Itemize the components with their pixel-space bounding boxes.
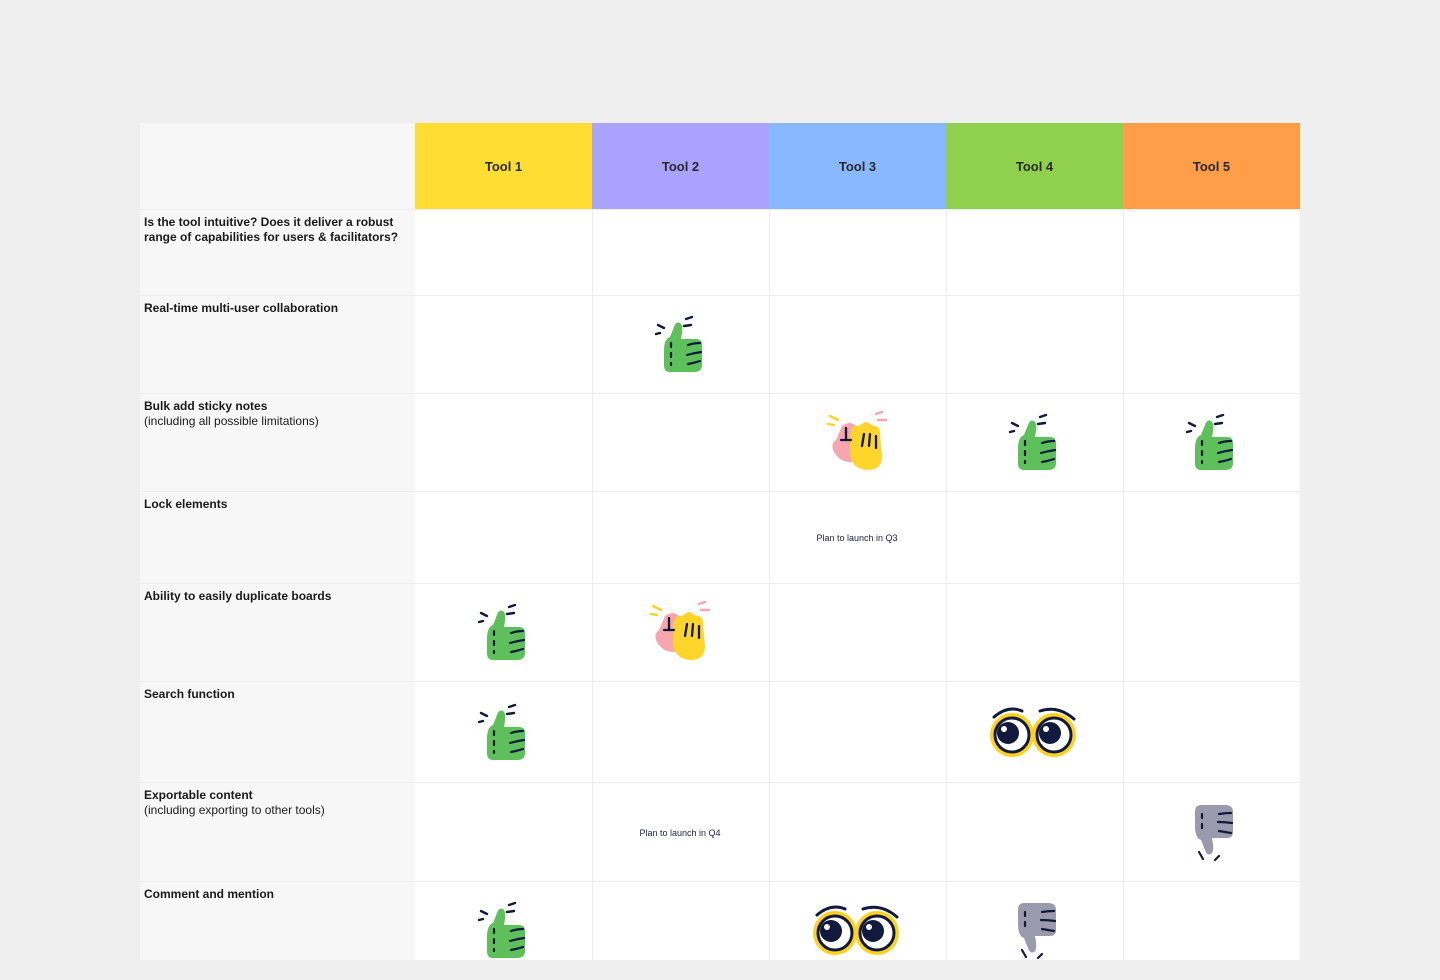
tool-header-label: Tool 2	[661, 158, 700, 174]
criteria-title: Real-time multi-user collaboration	[144, 301, 339, 315]
tool-header-label: Tool 4	[1015, 158, 1054, 174]
criteria-title: Search function	[144, 687, 235, 701]
cell-note: Plan to launch in Q3	[816, 533, 898, 543]
criteria-row: Is the tool intuitive? Does it deliver a…	[140, 209, 1300, 296]
grid-cell[interactable]	[1123, 783, 1299, 882]
criteria-row: Real-time multi-user collaboration	[140, 295, 1300, 394]
criteria-row: Bulk add sticky notes (including all poss…	[140, 393, 1300, 492]
grid-cell[interactable]	[946, 210, 1122, 296]
grid-cell[interactable]	[1123, 584, 1299, 682]
grid-cell[interactable]	[1123, 394, 1299, 492]
criteria-label: Ability to easily duplicate boards	[144, 589, 406, 604]
grid-cell[interactable]	[946, 296, 1122, 394]
grid-cell[interactable]	[592, 492, 768, 584]
column-divider	[769, 209, 770, 960]
criteria-subtitle: (including exporting to other tools)	[144, 803, 325, 817]
grid-cell[interactable]	[1123, 210, 1299, 296]
criteria-row: Exportable content (including exporting t…	[140, 782, 1300, 882]
tool-header-2[interactable]: Tool 2	[592, 123, 769, 209]
grid-cell[interactable]	[415, 296, 591, 394]
grid-cell[interactable]: Plan to launch in Q3	[769, 492, 945, 584]
thumbs-up-icon[interactable]	[1008, 413, 1060, 473]
thumbs-up-icon[interactable]	[477, 703, 529, 763]
tool-header-label: Tool 5	[1192, 158, 1231, 174]
criteria-row: Lock elements Plan to launch in Q3	[140, 491, 1300, 584]
grid-cell[interactable]	[946, 682, 1122, 783]
eyes-icon[interactable]	[988, 705, 1080, 761]
criteria-title: Lock elements	[144, 497, 228, 511]
thumbs-up-icon[interactable]	[477, 901, 529, 961]
grid-cell[interactable]	[1123, 682, 1299, 783]
criteria-label: Is the tool intuitive? Does it deliver a…	[144, 215, 406, 245]
column-divider	[592, 209, 593, 960]
criteria-title: Ability to easily duplicate boards	[144, 589, 332, 603]
grid-cell[interactable]	[415, 584, 591, 682]
grid-cell[interactable]	[946, 584, 1122, 682]
grid-cell[interactable]	[415, 783, 591, 882]
thumbs-up-icon[interactable]	[1185, 413, 1237, 473]
grid-cell[interactable]	[415, 882, 591, 980]
grid-cell[interactable]	[592, 394, 768, 492]
grid-cell[interactable]	[592, 296, 768, 394]
criteria-subtitle: (including all possible limitations)	[144, 414, 319, 428]
criteria-label: Exportable content (including exporting t…	[144, 788, 406, 818]
eyes-icon[interactable]	[811, 903, 903, 959]
criteria-title: Bulk add sticky notes	[144, 399, 268, 413]
tool-header-5[interactable]: Tool 5	[1123, 123, 1300, 209]
column-divider	[1123, 209, 1124, 960]
criteria-row: Comment and mention	[140, 881, 1300, 961]
cell-note: Plan to launch in Q4	[639, 827, 721, 838]
grid-cell[interactable]	[592, 682, 768, 783]
tool-header-1[interactable]: Tool 1	[415, 123, 592, 209]
grid-cell[interactable]	[1123, 296, 1299, 394]
grid-cell[interactable]	[1123, 492, 1299, 584]
grid-cell[interactable]	[946, 492, 1122, 584]
tool-header-label: Tool 1	[484, 158, 523, 174]
tool-header-label: Tool 3	[838, 158, 877, 174]
comparison-board: Tool 1 Tool 2 Tool 3 Tool 4 Tool 5 Is the to…	[140, 123, 1300, 960]
grid-cell[interactable]	[769, 882, 945, 980]
criteria-column	[140, 123, 415, 960]
high-five-icon[interactable]	[824, 410, 890, 476]
criteria-label: Real-time multi-user collaboration	[144, 301, 406, 316]
grid-cell[interactable]	[946, 783, 1122, 882]
grid-cell[interactable]	[592, 584, 768, 682]
grid-cell[interactable]	[769, 296, 945, 394]
thumbs-down-icon[interactable]	[1185, 802, 1237, 864]
criteria-title: Exportable content	[144, 788, 253, 802]
criteria-label: Bulk add sticky notes (including all poss…	[144, 399, 406, 429]
grid-cell[interactable]: Plan to launch in Q4	[592, 783, 768, 882]
grid-cell[interactable]	[946, 882, 1122, 980]
tool-header-4[interactable]: Tool 4	[946, 123, 1123, 209]
criteria-label: Search function	[144, 687, 406, 702]
grid-cell[interactable]	[946, 394, 1122, 492]
grid-cell[interactable]	[769, 682, 945, 783]
grid-cell[interactable]	[415, 210, 591, 296]
criteria-label: Lock elements	[144, 497, 406, 512]
criteria-title: Comment and mention	[144, 887, 275, 901]
grid-cell[interactable]	[592, 210, 768, 296]
grid-cell[interactable]	[769, 783, 945, 882]
grid-cell[interactable]	[592, 882, 768, 980]
grid-cell[interactable]	[415, 394, 591, 492]
criteria-title: Is the tool intuitive? Does it deliver a…	[144, 215, 399, 244]
grid-cell[interactable]	[415, 682, 591, 783]
criteria-row: Search function	[140, 681, 1300, 783]
thumbs-up-icon[interactable]	[477, 603, 529, 663]
thumbs-down-icon[interactable]	[1008, 900, 1060, 962]
high-five-icon[interactable]	[647, 600, 713, 666]
criteria-label: Comment and mention	[144, 887, 406, 902]
thumbs-up-icon[interactable]	[654, 315, 706, 375]
tool-header-3[interactable]: Tool 3	[769, 123, 946, 209]
grid-cell[interactable]	[769, 584, 945, 682]
grid-cell[interactable]	[1123, 882, 1299, 980]
grid-cell[interactable]	[769, 210, 945, 296]
grid-cell[interactable]	[769, 394, 945, 492]
grid-cell[interactable]	[415, 492, 591, 584]
criteria-row: Ability to easily duplicate boards	[140, 583, 1300, 682]
column-divider	[946, 209, 947, 960]
